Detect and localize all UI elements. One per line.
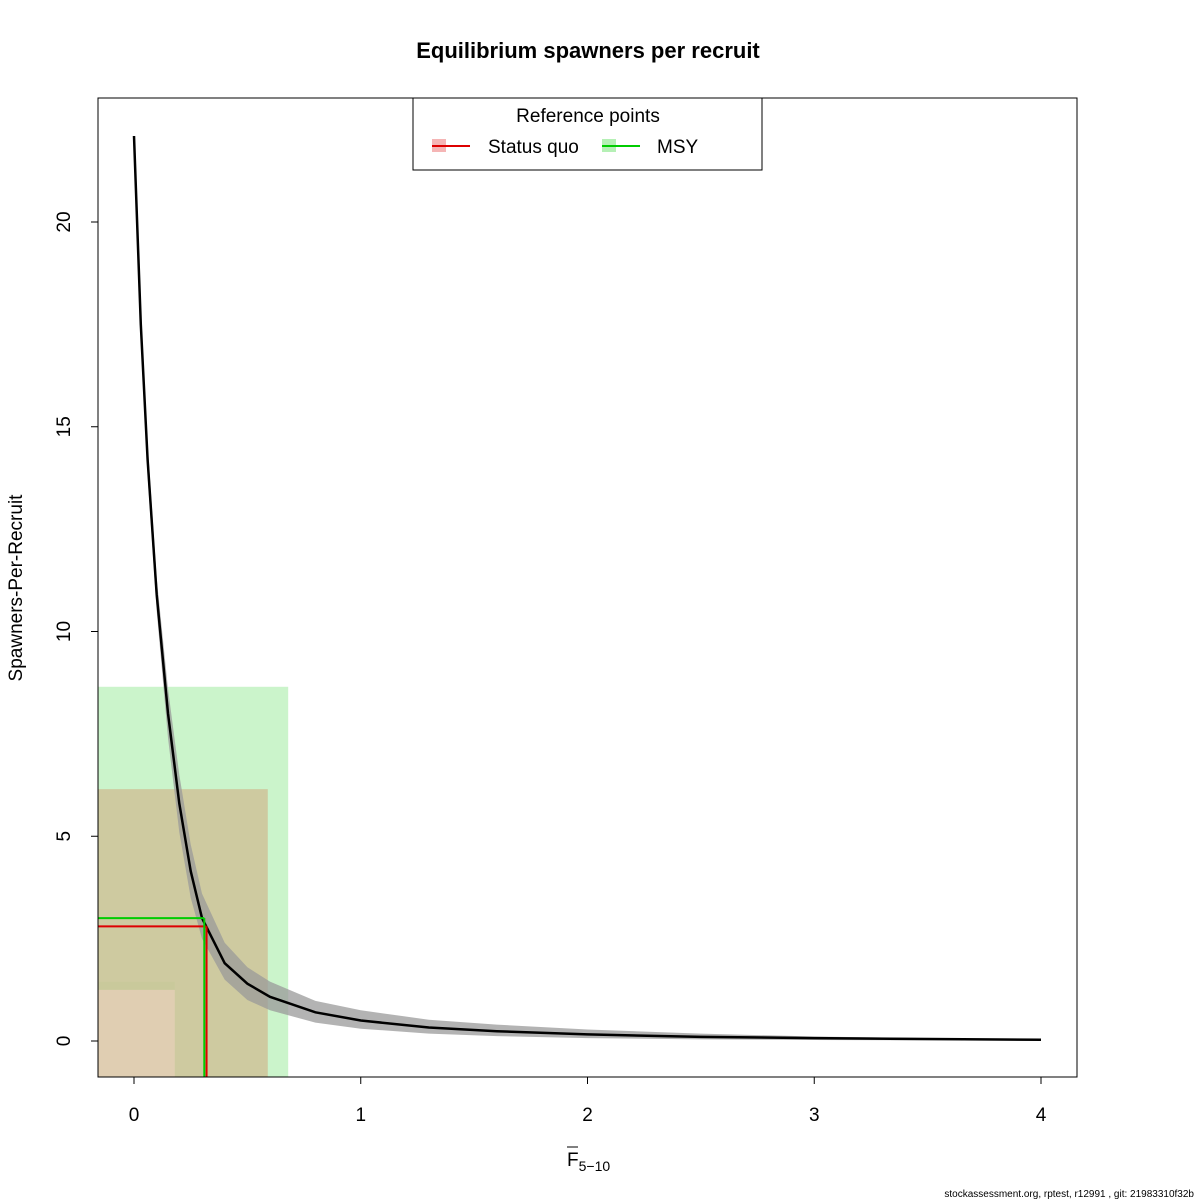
x-axis-label: F5−10	[567, 1150, 610, 1174]
y-tick-label: 20	[54, 211, 75, 232]
x-tick-label: 1	[355, 1105, 366, 1126]
y-axis-label: Spawners-Per-Recruit	[6, 494, 27, 682]
x-tick-label: 0	[129, 1105, 140, 1126]
y-tick-label: 15	[54, 416, 75, 437]
x-tick-label: 3	[809, 1105, 820, 1126]
y-tick-label: 0	[54, 1036, 75, 1047]
x-tick-label: 4	[1036, 1105, 1047, 1126]
legend-msy-label: MSY	[657, 137, 699, 158]
y-tick-label: 10	[54, 621, 75, 642]
y-tick-label: 5	[54, 831, 75, 842]
y-axis: 0 5 10 15 20	[54, 211, 98, 1046]
legend-status-quo-label: Status quo	[488, 137, 579, 158]
legend-title: Reference points	[516, 106, 660, 127]
chart-title: Equilibrium spawners per recruit	[416, 38, 760, 63]
x-axis: 0 1 2 3 4	[129, 1077, 1047, 1126]
footer-text: stockassessment.org, rptest, r12991 , gi…	[944, 1189, 1194, 1200]
legend: Reference points Status quo MSY	[413, 98, 762, 170]
x-tick-label: 2	[582, 1105, 593, 1126]
